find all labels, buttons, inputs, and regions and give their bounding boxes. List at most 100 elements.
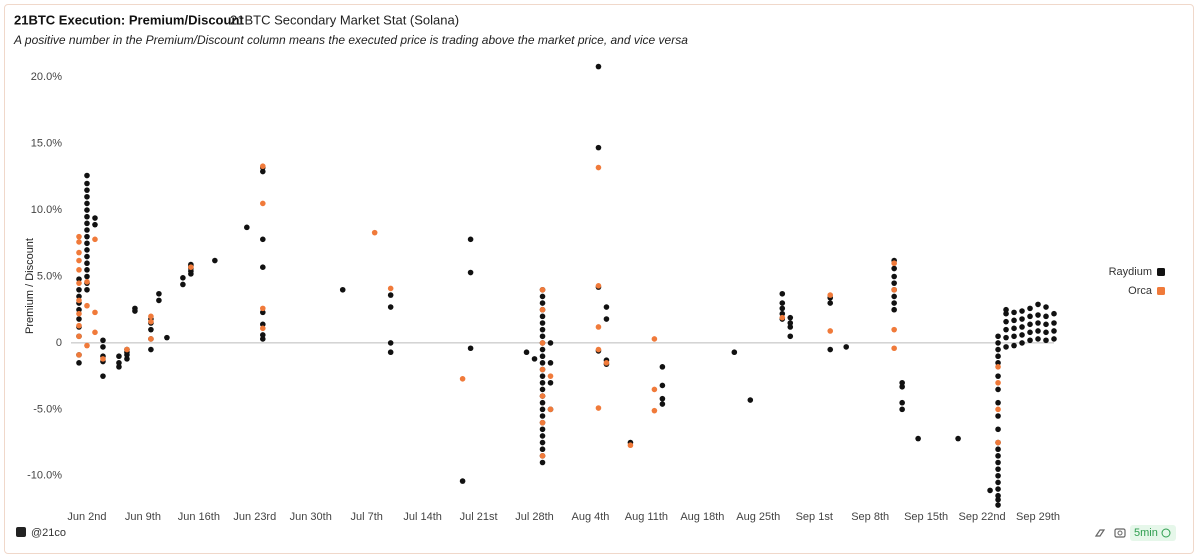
data-point [1003,334,1009,341]
data-point [1035,320,1041,326]
data-point [539,419,546,426]
data-point [827,328,834,334]
data-point [84,227,90,233]
data-point [891,260,897,267]
data-point [84,220,90,227]
data-point [827,346,834,353]
x-tick-label: Sep 8th [851,511,889,523]
camera-icon[interactable] [1114,528,1126,538]
data-point [995,353,1001,360]
data-point [539,366,546,373]
refresh-check [1161,528,1171,538]
data-point [651,407,658,414]
data-point [995,379,1001,386]
data-point [595,346,602,353]
share-icon[interactable] [1094,529,1106,537]
data-point [148,326,154,333]
data-point [1051,310,1057,317]
data-point [260,305,266,312]
data-point [539,453,546,459]
data-point [539,360,546,366]
data-point [260,200,266,207]
data-point [1027,337,1033,344]
data-point [595,324,602,330]
data-point [76,257,82,264]
data-point [1011,309,1017,316]
footer-icons: 5min [1094,525,1176,541]
data-point [539,340,546,346]
x-tick-label: Jul 21st [460,511,498,523]
data-point [539,286,546,293]
data-point [188,271,194,277]
data-point [995,406,1001,413]
data-point [387,285,394,292]
data-point [651,336,658,342]
data-point [76,233,82,240]
data-point [84,213,90,220]
x-tick-label: Sep 29th [1016,511,1060,523]
data-point [84,286,90,293]
data-point [995,466,1001,472]
data-point [84,302,90,309]
data-point [84,247,90,253]
data-point [180,275,186,281]
data-point [180,281,186,288]
data-point [915,435,921,442]
data-point [995,373,1001,379]
data-point [84,267,90,273]
data-point [387,292,394,298]
data-point [84,193,90,200]
legend-swatch [1157,268,1165,276]
data-point [595,144,602,151]
data-point [156,297,162,304]
data-point [891,326,897,333]
data-point [1019,308,1025,314]
x-tick-label: Jun 2nd [67,511,106,523]
data-point [1051,336,1057,342]
data-point [84,342,90,349]
data-point [1003,318,1009,325]
y-tick-label: 10.0% [31,204,62,216]
data-point [84,200,90,207]
y-tick-label: 5.0% [37,270,62,282]
chart-title: 21BTC Execution: Premium/Discount [14,12,244,27]
logo-icon [16,527,26,537]
data-point [995,426,1001,433]
data-point [787,314,794,321]
data-point [1035,328,1041,334]
data-point [659,401,666,407]
data-point [84,273,90,280]
data-point [100,373,106,379]
data-point [539,300,546,306]
data-point [899,383,905,390]
data-point [339,286,346,293]
data-point [995,479,1001,486]
data-point [76,267,82,273]
y-tick-label: -5.0% [33,403,62,415]
data-point [547,406,554,413]
data-point [539,446,546,453]
data-point [539,426,546,433]
data-point [1043,304,1049,310]
data-point [76,297,82,304]
data-point [84,207,90,213]
data-point [603,304,610,310]
data-point [995,439,1001,446]
footer-handle: @21co [31,527,66,539]
data-point [1027,305,1033,312]
data-point [1003,344,1009,350]
data-point [539,313,546,320]
data-point [995,340,1001,346]
data-point [387,340,394,346]
data-point [244,224,250,231]
data-point [1003,326,1009,333]
data-point [891,345,897,352]
data-point [595,283,602,289]
data-point [995,446,1001,453]
data-point [539,406,546,413]
x-tick-label: Aug 18th [680,511,724,523]
data-point [539,393,546,399]
data-point [1011,325,1017,332]
data-point [260,264,266,271]
